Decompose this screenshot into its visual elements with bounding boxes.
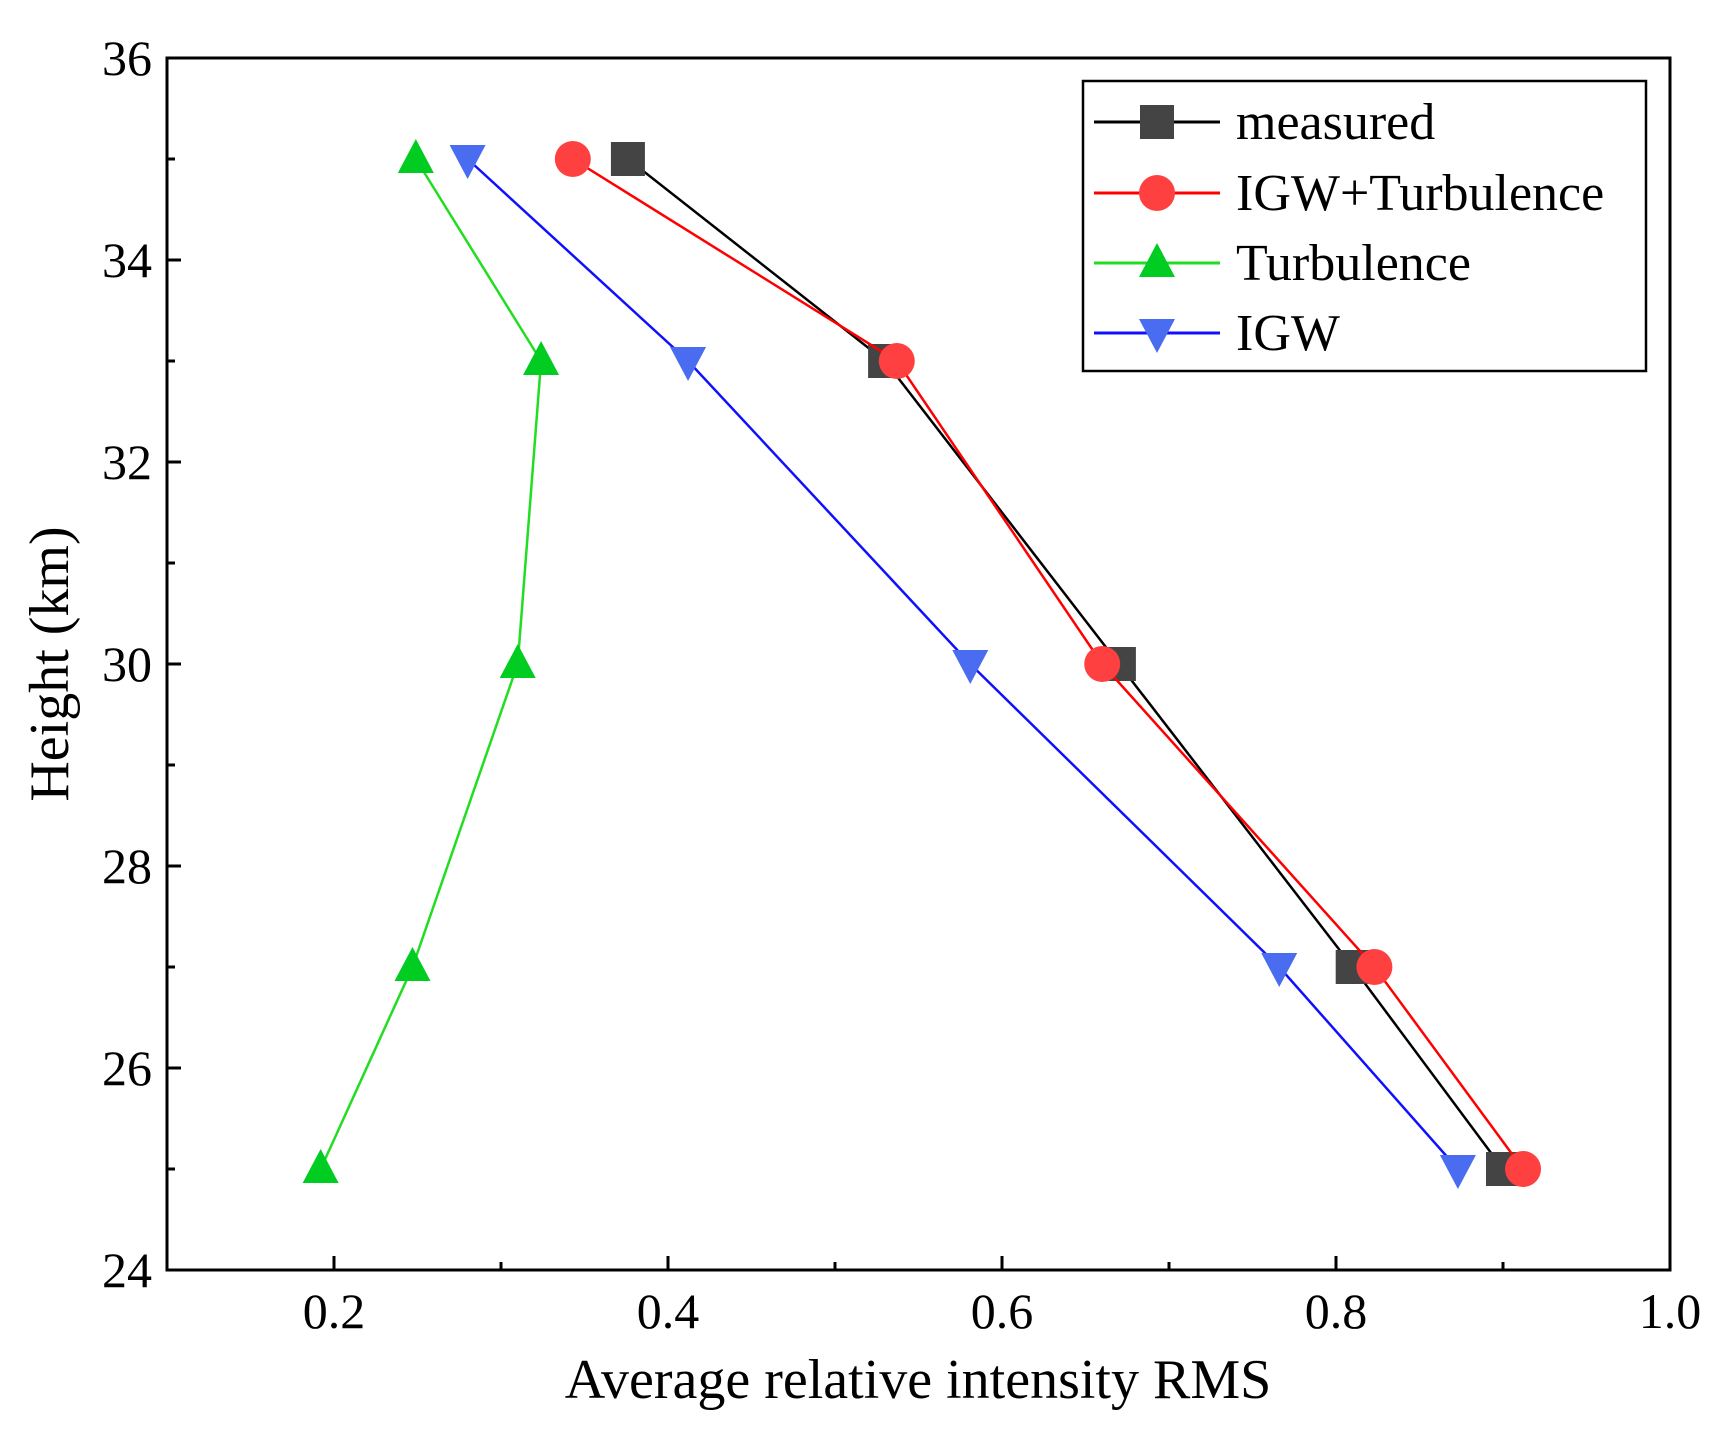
- data-point-igw-turbulence-3: [1356, 949, 1393, 985]
- series-turbulence: [302, 139, 560, 1183]
- data-point-igw-turbulence-4: [1505, 1151, 1542, 1187]
- plot-marks: [302, 139, 1542, 1189]
- y-axis-title: Height (km): [19, 526, 81, 801]
- x-tick-label: 1.0: [1639, 1283, 1702, 1339]
- legend-marker-measured: [1140, 105, 1174, 139]
- data-point-turbulence-1: [523, 341, 560, 375]
- legend-label-igw-turbulence: IGW+Turbulence: [1236, 165, 1604, 222]
- data-point-igw-2: [952, 650, 989, 684]
- axis-ticks: 0.2 0.4 0.6 0.8 1.0 24 26 28 30 32 34 36: [102, 30, 1701, 1339]
- series-igw: [449, 145, 1476, 1189]
- y-tick-label: 24: [102, 1242, 152, 1298]
- legend-marker-igw: [1139, 319, 1175, 353]
- data-point-igw-0: [449, 145, 486, 179]
- legend-marker-turbulence: [1139, 243, 1175, 277]
- data-point-igw-turbulence-1: [878, 343, 915, 379]
- x-tick-label: 0.8: [1305, 1283, 1368, 1339]
- data-point-igw-turbulence-0: [554, 141, 591, 177]
- data-point-turbulence-4: [302, 1149, 339, 1183]
- legend: measured IGW+Turbulence Turbulence IGW: [1081, 79, 1648, 373]
- data-point-measured-0: [610, 142, 645, 176]
- data-point-igw-turbulence-2: [1084, 646, 1121, 682]
- series-igw-turbulence: [554, 141, 1542, 1187]
- x-tick-label: 0.2: [303, 1283, 366, 1339]
- data-point-turbulence-2: [499, 644, 536, 678]
- legend-label-turbulence: Turbulence: [1236, 235, 1471, 292]
- y-tick-label: 32: [102, 434, 152, 490]
- x-tick-label: 0.6: [971, 1283, 1034, 1339]
- y-tick-label: 30: [102, 636, 152, 692]
- y-tick-label: 36: [102, 30, 152, 86]
- legend-label-igw: IGW: [1236, 305, 1340, 362]
- data-point-igw-1: [670, 347, 707, 381]
- data-point-turbulence-3: [394, 947, 431, 981]
- legend-label-measured: measured: [1236, 94, 1435, 151]
- data-point-igw-4: [1439, 1155, 1476, 1189]
- x-tick-label: 0.4: [637, 1283, 700, 1339]
- legend-marker-igw-turbulence: [1139, 175, 1175, 211]
- data-point-igw-3: [1261, 953, 1298, 987]
- legend-box: [1081, 79, 1648, 373]
- y-tick-label: 26: [102, 1040, 152, 1096]
- x-axis-title: Average relative intensity RMS: [565, 1349, 1272, 1411]
- data-point-turbulence-0: [397, 139, 434, 173]
- y-tick-label: 34: [102, 232, 152, 288]
- y-tick-label: 28: [102, 838, 152, 894]
